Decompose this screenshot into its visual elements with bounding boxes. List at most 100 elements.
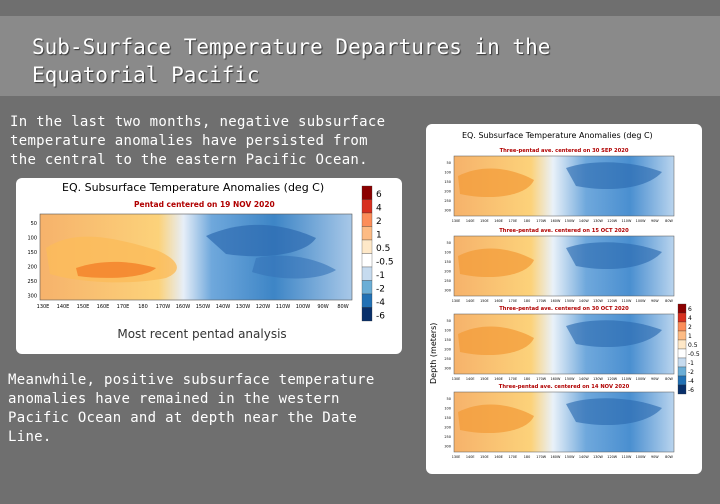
main-colorbar-swatch bbox=[361, 293, 373, 308]
main-y-tick-label: 300 bbox=[27, 294, 37, 300]
history-x-tick-label: 160W bbox=[550, 299, 560, 303]
history-y-tick-label: 100 bbox=[444, 329, 451, 333]
history-subpanel: Three-pentad ave. centered on 15 OCT 202… bbox=[444, 228, 675, 303]
history-panel-subtitle: Three-pentad ave. centered on 15 OCT 202… bbox=[499, 228, 629, 234]
history-x-tick-label: 80W bbox=[665, 219, 673, 223]
main-x-tick-label: 180 bbox=[138, 304, 148, 310]
history-subpanel: Three-pentad ave. centered on 30 SEP 202… bbox=[444, 148, 675, 223]
main-x-tick-label: 150W bbox=[196, 304, 211, 310]
main-x-tick-label: 130W bbox=[236, 304, 251, 310]
history-x-tick-label: 150E bbox=[480, 455, 489, 459]
history-x-tick-label: 150E bbox=[480, 377, 489, 381]
history-x-tick-label: 100W bbox=[636, 455, 646, 459]
history-colorbar-swatch bbox=[677, 375, 687, 386]
history-figure-panel: EQ. Subsurface Temperature Anomalies (de… bbox=[426, 124, 702, 474]
history-x-tick-label: 180 bbox=[524, 219, 530, 223]
history-x-tick-label: 150W bbox=[565, 299, 575, 303]
history-x-tick-label: 170E bbox=[508, 219, 517, 223]
main-x-tick-label: 170E bbox=[117, 304, 130, 310]
history-x-tick-label: 160E bbox=[494, 377, 503, 381]
main-colorbar-swatch bbox=[361, 226, 373, 241]
history-x-tick-label: 140W bbox=[579, 377, 589, 381]
history-x-tick-label: 110W bbox=[621, 219, 631, 223]
main-colorbar-swatch bbox=[361, 239, 373, 254]
main-x-tick-label: 90W bbox=[317, 304, 328, 310]
history-colorbar-swatch bbox=[677, 348, 687, 359]
main-x-tick-label: 130E bbox=[37, 304, 50, 310]
cold-anomaly bbox=[566, 162, 662, 190]
history-x-tick-label: 120W bbox=[607, 377, 617, 381]
main-colorbar-swatch bbox=[361, 307, 373, 322]
paragraph-bottom: Meanwhile, positive subsurface temperatu… bbox=[8, 372, 375, 445]
main-x-tick-label: 160E bbox=[97, 304, 110, 310]
history-colorbar-label: 4 bbox=[688, 315, 692, 322]
main-colorbar-label: 6 bbox=[376, 190, 382, 200]
history-x-tick-label: 110W bbox=[621, 299, 631, 303]
main-colorbar-swatch bbox=[361, 185, 373, 200]
history-y-tick-label: 300 bbox=[444, 209, 451, 213]
main-figure-caption: Most recent pentad analysis bbox=[117, 327, 286, 341]
history-x-tick-label: 180 bbox=[524, 455, 530, 459]
history-x-tick-label: 160W bbox=[550, 455, 560, 459]
main-x-tick-label: 140E bbox=[57, 304, 70, 310]
main-y-tick-label: 250 bbox=[27, 279, 37, 285]
history-x-tick-label: 180 bbox=[524, 299, 530, 303]
main-y-tick-label: 100 bbox=[27, 236, 37, 242]
history-colorbar-swatch bbox=[677, 357, 687, 368]
main-x-ticks: 130E 140E 150E 160E 170E 180 170W 160W 150W 140W 1… bbox=[37, 304, 349, 310]
history-x-tick-label: 170W bbox=[536, 219, 546, 223]
history-colorbar: 6 4 2 1 0.5 -0.5 -1 -2 -4 -6 bbox=[677, 303, 700, 395]
history-x-tick-label: 130W bbox=[593, 455, 603, 459]
main-colorbar-label: -6 bbox=[376, 312, 385, 322]
history-panels: Three-pentad ave. centered on 30 SEP 202… bbox=[444, 148, 675, 459]
history-x-tick-label: 140W bbox=[579, 455, 589, 459]
main-x-tick-label: 170W bbox=[156, 304, 171, 310]
history-panel-subtitle: Three-pentad ave. centered on 14 NOV 202… bbox=[499, 384, 630, 390]
main-colorbar-swatch bbox=[361, 280, 373, 295]
history-y-tick-label: 150 bbox=[444, 260, 451, 264]
history-colorbar-label: 6 bbox=[688, 306, 692, 313]
history-colorbar-label: 1 bbox=[688, 333, 692, 340]
history-colorbar-swatch bbox=[677, 330, 687, 341]
history-y-tick-label: 50 bbox=[447, 397, 451, 401]
main-colorbar-swatch bbox=[361, 253, 373, 268]
history-x-tick-label: 120W bbox=[607, 299, 617, 303]
history-x-tick-label: 140E bbox=[466, 299, 475, 303]
cold-anomaly bbox=[566, 398, 662, 426]
history-x-tick-label: 160E bbox=[494, 455, 503, 459]
history-x-tick-label: 90W bbox=[651, 377, 659, 381]
history-subpanel: Three-pentad ave. centered on 14 NOV 202… bbox=[444, 384, 675, 459]
history-x-tick-label: 100W bbox=[636, 299, 646, 303]
history-x-tick-label: 150E bbox=[480, 219, 489, 223]
history-x-tick-label: 170E bbox=[508, 299, 517, 303]
history-colorbar-label: -4 bbox=[688, 378, 694, 385]
main-colorbar-label: -2 bbox=[376, 285, 385, 295]
history-x-tick-label: 90W bbox=[651, 455, 659, 459]
history-x-tick-label: 120W bbox=[607, 455, 617, 459]
history-y-tick-label: 200 bbox=[444, 426, 451, 430]
main-colorbar-label: -4 bbox=[376, 298, 385, 308]
history-y-tick-label: 150 bbox=[444, 338, 451, 342]
history-y-tick-label: 200 bbox=[444, 190, 451, 194]
main-x-tick-label: 120W bbox=[256, 304, 271, 310]
history-y-tick-label: 100 bbox=[444, 171, 451, 175]
main-colorbar-swatch bbox=[361, 199, 373, 214]
main-colorbar-label: -0.5 bbox=[376, 258, 394, 268]
main-colorbar-label: 4 bbox=[376, 204, 382, 214]
history-x-tick-label: 120W bbox=[607, 219, 617, 223]
history-x-tick-label: 150W bbox=[565, 455, 575, 459]
main-y-tick-label: 200 bbox=[27, 265, 37, 271]
history-colorbar-label: 0.5 bbox=[688, 342, 698, 349]
history-y-tick-label: 300 bbox=[444, 367, 451, 371]
warm-anomaly bbox=[458, 326, 534, 356]
history-figure-title: EQ. Subsurface Temperature Anomalies (de… bbox=[462, 131, 653, 140]
warm-anomaly bbox=[458, 404, 534, 434]
history-x-tick-label: 130W bbox=[593, 299, 603, 303]
history-y-tick-label: 100 bbox=[444, 251, 451, 255]
main-colorbar: 6 4 2 1 0.5 -0.5 -1 -2 -4 -6 bbox=[361, 185, 394, 322]
main-colorbar-label: 0.5 bbox=[376, 244, 390, 254]
history-y-tick-label: 50 bbox=[447, 319, 451, 323]
history-x-tick-label: 140W bbox=[579, 219, 589, 223]
history-y-tick-label: 150 bbox=[444, 416, 451, 420]
history-x-tick-label: 110W bbox=[621, 455, 631, 459]
